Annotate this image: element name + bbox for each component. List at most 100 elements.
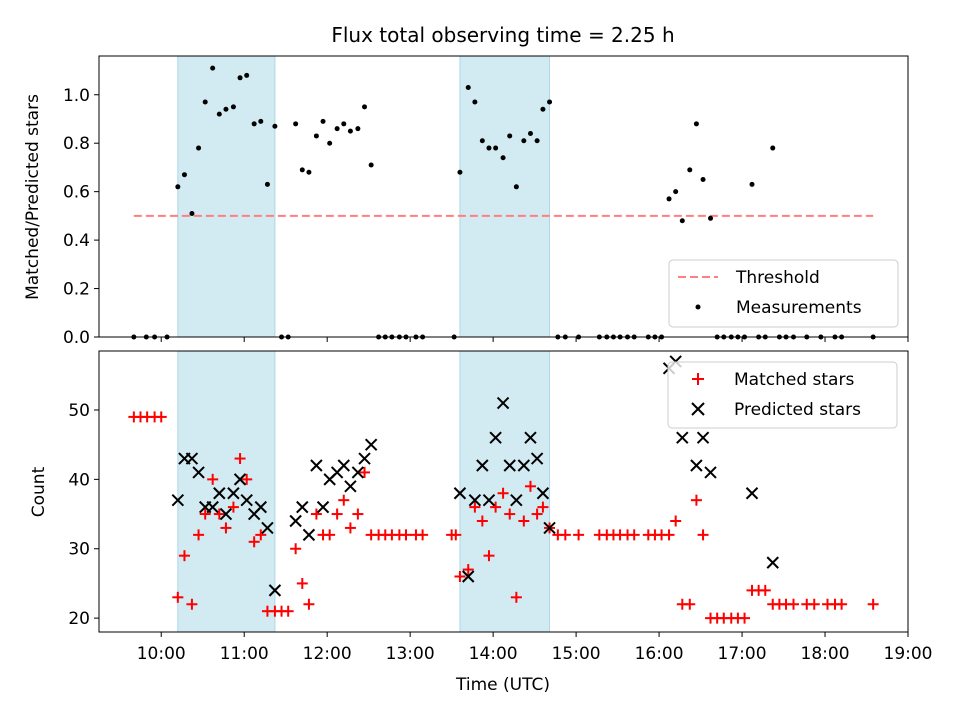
y-tick-label: 50 <box>68 401 90 421</box>
predicted-star-stroke-b <box>510 493 523 507</box>
y-tick-label: 40 <box>68 470 90 490</box>
measurement-point <box>472 99 478 105</box>
measurement-point <box>362 104 368 110</box>
measurement-point <box>513 184 519 190</box>
matched-star-point <box>241 473 253 485</box>
predicted-star-stroke-b <box>289 514 302 528</box>
predicted-star-stroke-b <box>766 556 779 569</box>
predicted-star-stroke-b <box>536 487 550 500</box>
measurement-point <box>223 106 229 112</box>
measurement-point <box>749 181 755 187</box>
top-x-ticks <box>160 337 909 342</box>
x-axis-label: Time (UTC) <box>455 675 550 695</box>
matched-star-point <box>759 584 771 596</box>
bottom-y-axis-label: Count <box>29 466 49 517</box>
measurement-point <box>534 138 540 144</box>
predicted-star-point <box>690 459 703 472</box>
predicted-star-stroke-b <box>302 528 316 542</box>
predicted-star-point <box>358 452 371 465</box>
predicted-star-point <box>364 438 378 451</box>
measurement-point <box>313 133 319 139</box>
measurement-point <box>237 75 243 81</box>
predicted-star-point <box>536 487 550 500</box>
legend-predicted-label: Predicted stars <box>734 400 861 420</box>
matched-star-point <box>186 598 198 610</box>
matched-star-point <box>787 598 799 610</box>
matched-star-point <box>199 508 211 520</box>
predicted-star-point <box>171 493 185 507</box>
measurement-point <box>293 121 299 127</box>
predicted-star-point <box>503 459 516 472</box>
matched-star-point <box>559 529 571 541</box>
y-tick-label: 0.2 <box>63 280 90 300</box>
top-legend-box <box>668 259 899 328</box>
predicted-star-stroke-b <box>344 480 357 493</box>
predicted-star-point <box>261 521 274 535</box>
predicted-star-point <box>206 500 219 514</box>
predicted-star-stroke-b <box>351 466 365 479</box>
matched-star-point <box>248 536 260 548</box>
matched-star-point <box>220 522 232 534</box>
predicted-star-point <box>185 452 199 465</box>
predicted-star-stroke-b <box>185 452 199 465</box>
predicted-star-point <box>289 514 302 528</box>
measurement-point <box>457 169 463 175</box>
measurement-point <box>175 184 181 190</box>
predicted-star-stroke-b <box>337 459 350 472</box>
measurement-point <box>493 145 499 151</box>
predicted-star-stroke-b <box>543 521 556 535</box>
measurement-point <box>306 169 312 175</box>
legend-matched-label: Matched stars <box>734 370 854 390</box>
matched-star-point <box>310 508 322 520</box>
predicted-star-point <box>233 473 247 486</box>
predicted-star-stroke-b <box>704 466 717 479</box>
predicted-stars-points <box>171 355 779 597</box>
matched-star-point <box>338 494 350 506</box>
measurement-point <box>693 121 699 127</box>
predicted-star-stroke-b <box>745 487 759 500</box>
predicted-star-stroke-b <box>261 521 274 535</box>
matched-star-point <box>352 508 364 520</box>
x-tick-label: 14:00 <box>469 644 518 664</box>
predicted-star-point <box>543 521 556 535</box>
matched-star-point <box>697 529 709 541</box>
measurement-point <box>320 118 326 124</box>
predicted-star-stroke-b <box>462 570 475 583</box>
predicted-star-point <box>510 493 523 507</box>
y-tick-label: 0.0 <box>63 328 90 348</box>
measurement-point <box>540 106 546 112</box>
x-tick-label: 13:00 <box>386 644 435 664</box>
matched-star-point <box>490 501 502 513</box>
shaded-interval-2 <box>459 55 551 338</box>
bottom-x-ticks: 10:00 11:00 12:00 13:00 14:00 15:00 16:00 17:00… <box>137 632 933 664</box>
measurement-point <box>341 121 347 127</box>
x-tick-label: 12:00 <box>303 644 352 664</box>
matched-star-point <box>531 508 543 520</box>
matched-star-point <box>303 598 315 610</box>
matched-star-point <box>518 515 530 527</box>
matched-star-point <box>282 605 294 617</box>
predicted-star-point <box>254 500 268 514</box>
predicted-star-point <box>453 487 467 500</box>
predicted-star-stroke-b <box>476 459 489 472</box>
legend-measurements-swatch <box>695 304 701 310</box>
predicted-star-point <box>302 528 316 542</box>
x-tick-label: 11:00 <box>220 644 269 664</box>
predicted-star-point <box>766 556 779 569</box>
matched-star-point <box>359 466 371 478</box>
measurement-point <box>272 123 278 129</box>
measurement-point <box>479 138 485 144</box>
matched-star-point <box>690 494 702 506</box>
predicted-star-stroke-b <box>268 584 282 597</box>
predicted-star-point <box>219 507 233 521</box>
predicted-star-stroke-b <box>310 459 323 472</box>
measurement-point <box>244 72 250 78</box>
measurement-point <box>547 99 553 105</box>
matched-star-point <box>537 501 549 513</box>
bottom-axes-frame <box>98 350 909 633</box>
y-tick-label: 0.6 <box>63 183 90 203</box>
legend-threshold-label: Threshold <box>735 268 820 288</box>
top-y-ticks: 0.0 0.2 0.4 0.6 0.8 1.0 <box>63 86 99 348</box>
matched-star-point <box>454 570 466 582</box>
